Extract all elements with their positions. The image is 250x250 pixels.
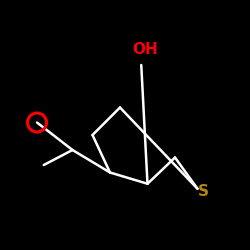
Text: S: S bbox=[198, 184, 208, 199]
Text: OH: OH bbox=[132, 42, 158, 58]
